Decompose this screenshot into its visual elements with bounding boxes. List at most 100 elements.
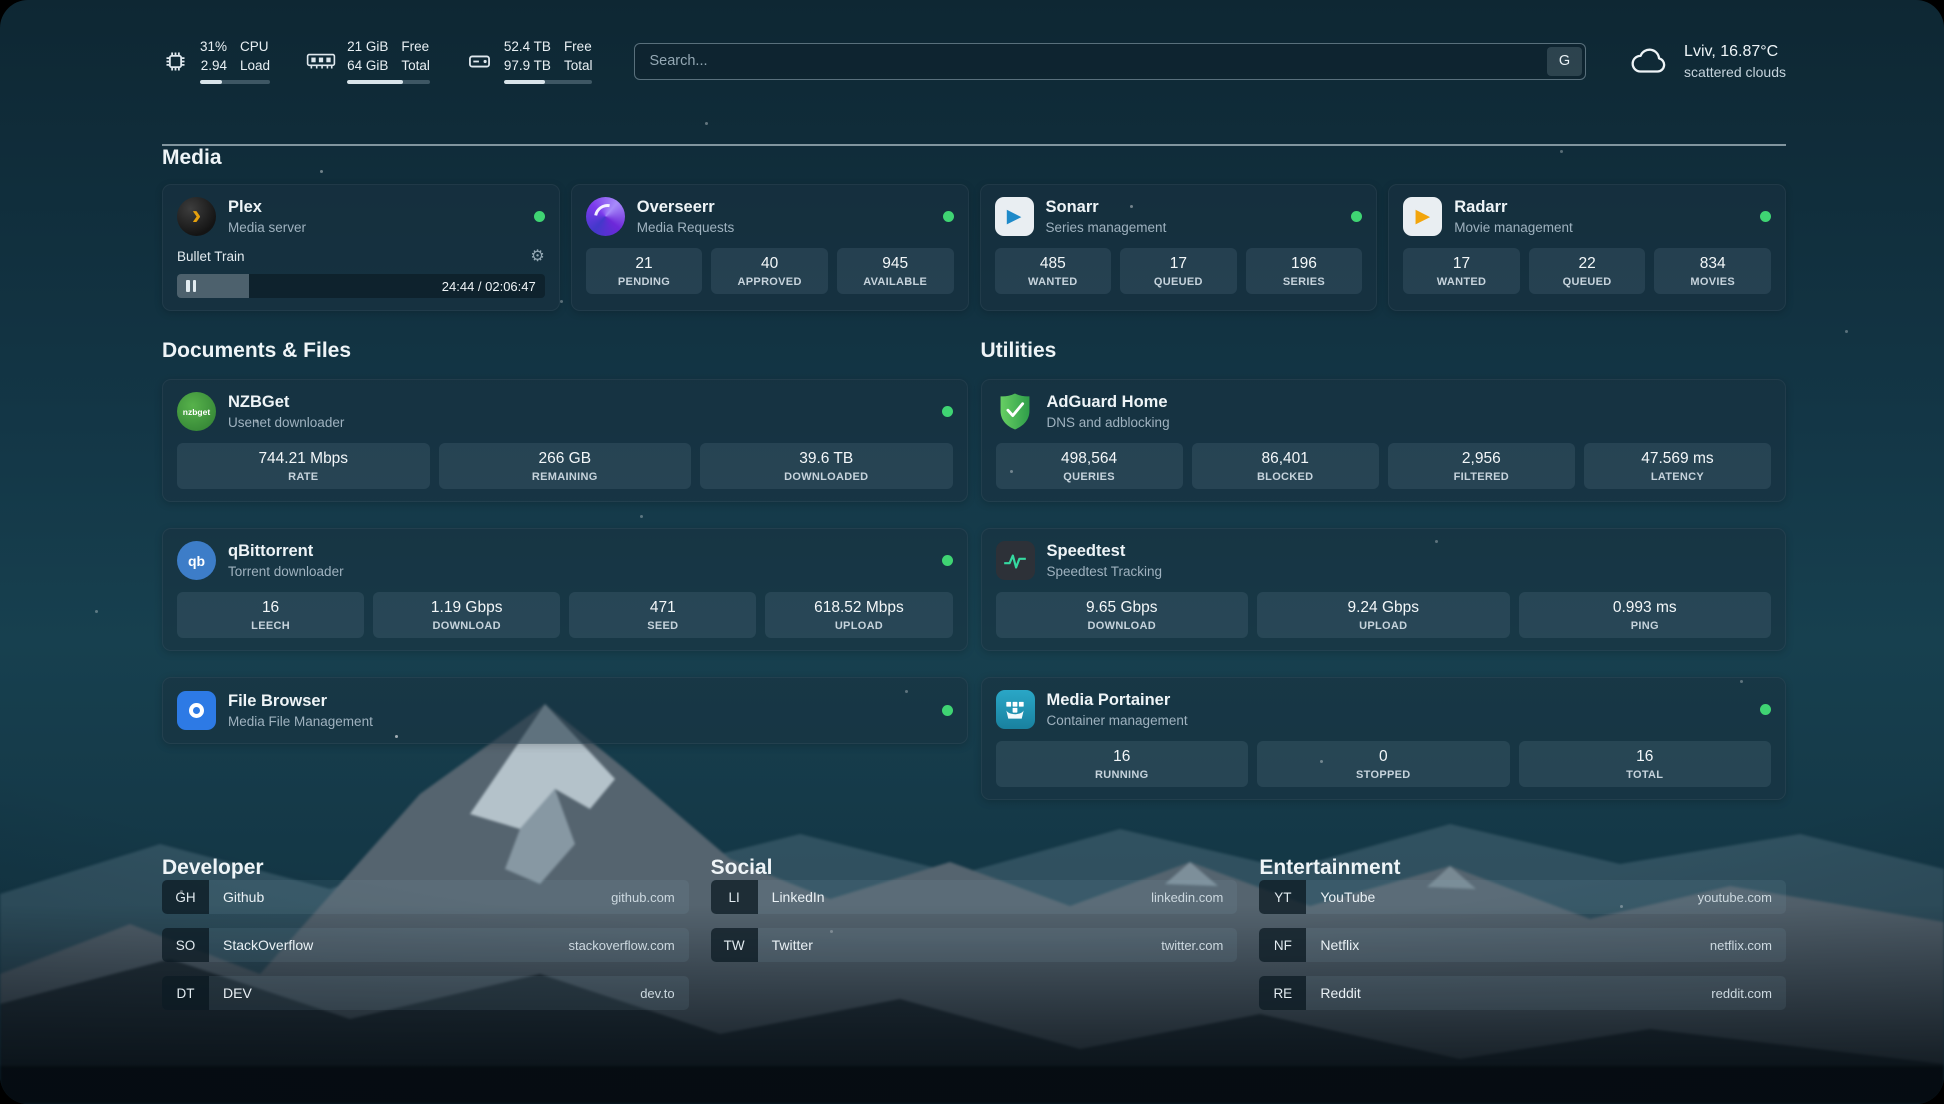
service-name: Overseerr: [636, 197, 715, 216]
service-subtitle: Usenet downloader: [228, 415, 345, 431]
bookmark-name: LinkedIn: [771, 889, 825, 905]
service-subtitle: Movie management: [1454, 220, 1573, 236]
stat-running: 16 RUNNING: [995, 741, 1248, 787]
stat-available: 945 AVAILABLE: [836, 248, 954, 294]
status-dot: [1760, 211, 1771, 222]
bookmark-netflix[interactable]: NF Netflix netflix.com: [1259, 928, 1786, 962]
qbittorrent-card[interactable]: qb qBittorrent Torrent downloader 16 LEE…: [162, 528, 968, 651]
stat-downloaded: 39.6 TB DOWNLOADED: [700, 443, 953, 489]
bookmark-group-title: Social: [710, 856, 773, 879]
bookmark-abbr: GH: [162, 880, 209, 914]
weather-description: scattered clouds: [1684, 63, 1786, 80]
weather-location: Lviv, 16.87°C: [1684, 42, 1779, 60]
stat-queued: 17 QUEUED: [1120, 248, 1237, 294]
filebrowser-icon: [177, 691, 216, 730]
disk-icon: [468, 55, 490, 67]
search-bar: G: [634, 42, 1587, 80]
memory-total: 64 GiB: [347, 58, 389, 73]
search-input[interactable]: [634, 42, 1587, 80]
stat-stopped: 0 STOPPED: [1257, 741, 1510, 787]
status-dot: [941, 406, 953, 417]
stat-wanted: 17 WANTED: [1403, 248, 1520, 294]
filebrowser-card[interactable]: File Browser Media File Management: [162, 677, 968, 744]
cloud-icon: [1631, 48, 1666, 73]
bookmark-name: Github: [223, 889, 265, 905]
bookmark-abbr: RE: [1259, 976, 1307, 1010]
bookmark-abbr: SO: [162, 928, 209, 962]
bookmark-url: twitter.com: [1161, 937, 1224, 953]
adguard-icon: [996, 392, 1035, 431]
bookmark-group-title: Entertainment: [1259, 856, 1401, 879]
media-row: › Plex Media server Bullet Train ⚙ 24:44…: [162, 184, 1786, 311]
stat-approved: 40 APPROVED: [711, 248, 828, 294]
section-title-utilities: Utilities: [980, 339, 1057, 362]
stat-ping: 0.993 ms PING: [1518, 592, 1771, 638]
stat-remaining: 266 GB REMAINING: [438, 443, 691, 489]
stat-pending: 21 PENDING: [585, 248, 703, 294]
qbittorrent-icon: qb: [177, 541, 216, 580]
stat-wanted: 485 WANTED: [994, 248, 1112, 294]
bookmark-name: Twitter: [771, 937, 813, 953]
bookmark-url: stackoverflow.com: [568, 937, 675, 953]
service-subtitle: Media File Management: [228, 714, 373, 730]
portainer-card[interactable]: Media Portainer Container management 16 …: [980, 677, 1786, 800]
bookmark-twitter[interactable]: TW Twitter twitter.com: [710, 928, 1238, 962]
service-name: Sonarr: [1045, 197, 1099, 216]
bookmarks-section: Developer GH Github github.com SO StackO…: [162, 856, 1786, 1024]
cpu-icon: [166, 52, 185, 70]
memory-bar-fill: [347, 79, 403, 84]
bookmark-url: linkedin.com: [1151, 889, 1224, 905]
playback-time: 24:44 / 02:06:47: [441, 278, 536, 294]
plex-card[interactable]: › Plex Media server Bullet Train ⚙ 24:44…: [162, 184, 560, 311]
sonarr-card[interactable]: ▶ Sonarr Series management 485 WANTED 17: [979, 184, 1378, 311]
bookmark-url: reddit.com: [1711, 985, 1772, 1001]
memory-free: 21 GiB: [347, 39, 389, 55]
bookmark-linkedin[interactable]: LI LinkedIn linkedin.com: [710, 880, 1238, 914]
memory-widget: 21 GiB 64 GiB Free Total: [306, 38, 430, 84]
bookmark-url: dev.to: [640, 985, 675, 1001]
memory-bar: [347, 79, 430, 84]
bookmark-youtube[interactable]: YT YouTube youtube.com: [1259, 880, 1786, 914]
memory-free-label: Free: [401, 39, 430, 55]
speedtest-icon: [995, 541, 1035, 580]
service-name: Media Portainer: [1046, 690, 1171, 709]
bookmark-group-entertainment: Entertainment YT YouTube youtube.com NF …: [1259, 856, 1786, 1024]
cpu-label: CPU: [240, 39, 269, 55]
speedtest-card[interactable]: Speedtest Speedtest Tracking 9.65 Gbps D…: [980, 528, 1786, 651]
pause-icon[interactable]: [186, 280, 196, 292]
stat-rate: 744.21 Mbps RATE: [177, 443, 430, 489]
bookmark-abbr: LI: [710, 880, 758, 914]
bookmark-abbr: DT: [162, 976, 209, 1010]
service-name: File Browser: [228, 691, 328, 710]
overseerr-card[interactable]: Overseerr Media Requests 21 PENDING 40 A…: [570, 184, 969, 311]
playback-progress-bar[interactable]: 24:44 / 02:06:47: [177, 274, 545, 298]
service-name: Speedtest: [1046, 541, 1126, 560]
bookmark-name: Netflix: [1320, 937, 1360, 953]
service-subtitle: Series management: [1045, 220, 1167, 236]
now-playing-title: Bullet Train: [177, 248, 245, 264]
search-provider-button[interactable]: G: [1547, 46, 1583, 76]
service-subtitle: Media server: [228, 220, 307, 236]
nzbget-card[interactable]: nzbget NZBGet Usenet downloader 744.21 M…: [162, 379, 968, 502]
radarr-card[interactable]: ▶ Radarr Movie management 17 WANTED 22: [1388, 184, 1786, 311]
stat-latency: 47.569 ms LATENCY: [1583, 443, 1771, 489]
portainer-icon: [995, 690, 1035, 729]
service-subtitle: DNS and adblocking: [1046, 415, 1170, 431]
bookmark-abbr: YT: [1259, 880, 1307, 914]
bookmark-name: Reddit: [1320, 985, 1361, 1001]
cpu-widget: 31% 2.94 CPU Load: [162, 38, 271, 84]
disk-bar: [503, 79, 593, 84]
status-dot: [941, 705, 953, 716]
stat-download: 9.65 Gbps DOWNLOAD: [995, 592, 1248, 638]
bookmark-reddit[interactable]: RE Reddit reddit.com: [1259, 976, 1786, 1010]
service-subtitle: Container management: [1046, 713, 1188, 729]
bookmark-stackoverflow[interactable]: SO StackOverflow stackoverflow.com: [162, 928, 689, 962]
disk-total: 97.9 TB: [503, 58, 551, 73]
resource-monitors: 31% 2.94 CPU Load: [162, 38, 593, 84]
adguard-card[interactable]: AdGuard Home DNS and adblocking 498,564 …: [980, 379, 1786, 502]
bookmark-github[interactable]: GH Github github.com: [162, 880, 689, 914]
gear-icon[interactable]: ⚙: [530, 248, 545, 265]
bookmark-dev[interactable]: DT DEV dev.to: [162, 976, 689, 1010]
stat-filtered: 2,956 FILTERED: [1387, 443, 1575, 489]
service-name: qBittorrent: [228, 541, 314, 560]
